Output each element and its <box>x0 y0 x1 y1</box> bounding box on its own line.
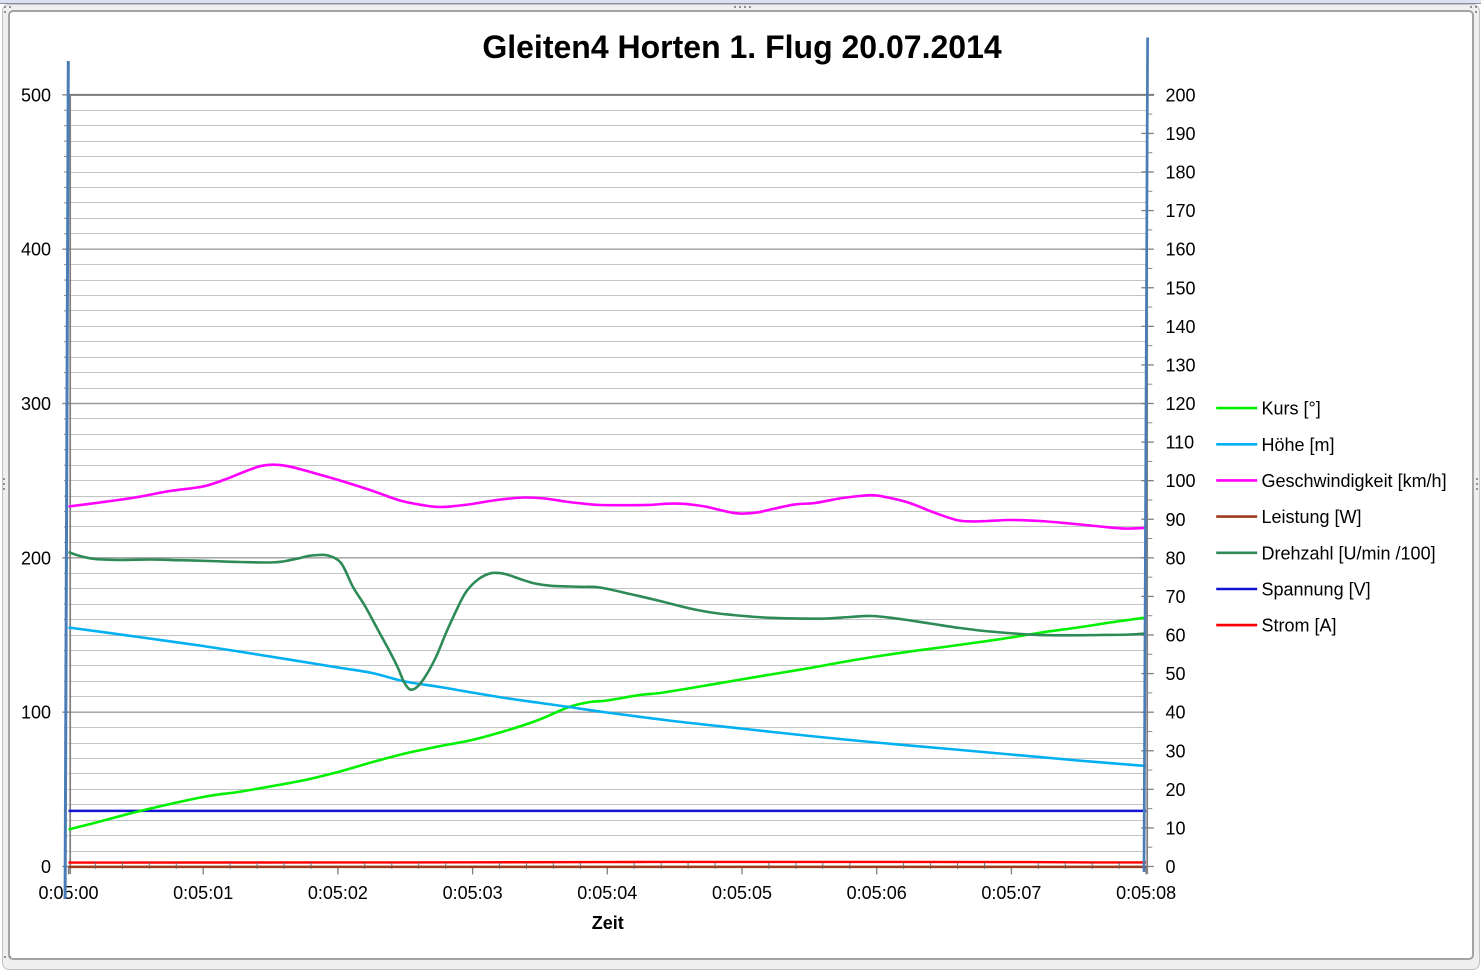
svg-text:130: 130 <box>1166 355 1196 375</box>
svg-text:50: 50 <box>1166 664 1186 684</box>
svg-text:400: 400 <box>21 240 51 260</box>
svg-text:20: 20 <box>1166 780 1186 800</box>
svg-text:10: 10 <box>1166 818 1186 838</box>
svg-text:40: 40 <box>1166 703 1186 723</box>
svg-text:300: 300 <box>21 394 51 414</box>
svg-text:200: 200 <box>21 548 51 568</box>
svg-text:0:05:01: 0:05:01 <box>173 883 233 903</box>
svg-text:Geschwindigkeit [km/h]: Geschwindigkeit [km/h] <box>1262 471 1447 491</box>
svg-text:500: 500 <box>21 85 51 105</box>
svg-text:150: 150 <box>1166 278 1196 298</box>
svg-text:60: 60 <box>1166 626 1186 646</box>
svg-text:0:05:04: 0:05:04 <box>577 883 637 903</box>
svg-text:0:05:07: 0:05:07 <box>981 883 1041 903</box>
svg-text:0:05:05: 0:05:05 <box>712 883 772 903</box>
svg-text:180: 180 <box>1166 163 1196 183</box>
svg-text:Gleiten4 Horten 1. Flug 20.07.: Gleiten4 Horten 1. Flug 20.07.2014 <box>482 29 1002 65</box>
svg-text:70: 70 <box>1166 587 1186 607</box>
svg-text:0:05:08: 0:05:08 <box>1116 883 1176 903</box>
svg-text:190: 190 <box>1166 124 1196 144</box>
svg-text:0:05:03: 0:05:03 <box>443 883 503 903</box>
svg-text:Leistung [W]: Leistung [W] <box>1262 507 1362 527</box>
svg-text:Zeit: Zeit <box>592 913 624 933</box>
svg-text:0:05:02: 0:05:02 <box>308 883 368 903</box>
svg-text:110: 110 <box>1166 433 1195 453</box>
svg-text:80: 80 <box>1166 548 1186 568</box>
svg-text:140: 140 <box>1166 317 1196 337</box>
svg-text:0: 0 <box>1166 857 1176 877</box>
svg-text:Spannung [V]: Spannung [V] <box>1262 580 1371 600</box>
svg-text:100: 100 <box>1166 471 1196 491</box>
svg-text:170: 170 <box>1166 201 1196 221</box>
svg-text:0:05:06: 0:05:06 <box>847 883 907 903</box>
svg-text:0:05:00: 0:05:00 <box>38 883 98 903</box>
svg-text:100: 100 <box>21 703 51 723</box>
svg-text:0: 0 <box>41 857 51 877</box>
svg-text:200: 200 <box>1166 85 1196 105</box>
svg-text:90: 90 <box>1166 510 1186 530</box>
svg-text:Strom [A]: Strom [A] <box>1262 616 1337 636</box>
svg-text:Höhe [m]: Höhe [m] <box>1262 435 1335 455</box>
svg-text:30: 30 <box>1166 741 1186 761</box>
svg-text:Kurs [°]: Kurs [°] <box>1262 399 1321 419</box>
svg-text:120: 120 <box>1166 394 1196 414</box>
svg-text:160: 160 <box>1166 240 1196 260</box>
svg-text:Drehzahl [U/min /100]: Drehzahl [U/min /100] <box>1262 543 1436 563</box>
